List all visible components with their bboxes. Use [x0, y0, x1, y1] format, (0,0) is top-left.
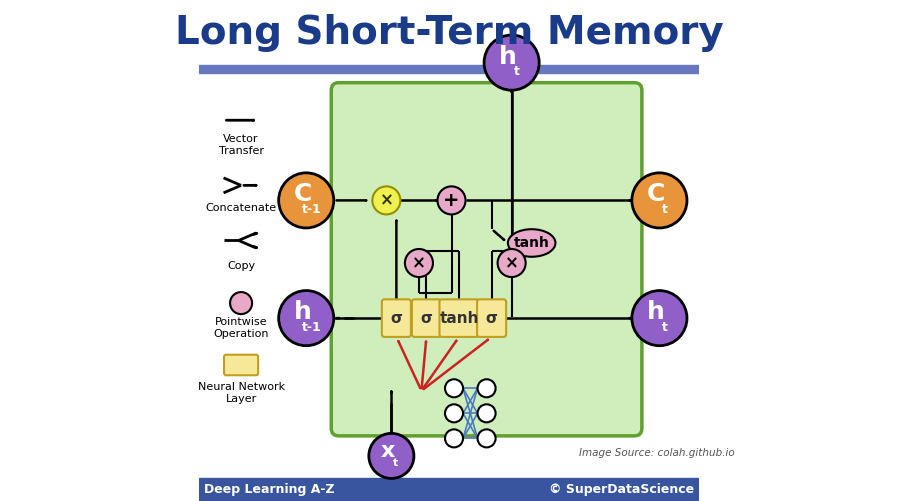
Circle shape: [405, 249, 433, 277]
Circle shape: [230, 292, 252, 314]
Text: Copy: Copy: [227, 261, 255, 271]
FancyBboxPatch shape: [224, 355, 258, 375]
Text: ×: ×: [505, 254, 518, 272]
Text: +: +: [444, 191, 460, 210]
Text: h: h: [499, 45, 517, 69]
Text: σ: σ: [420, 311, 433, 326]
Text: Pointwise
Operation: Pointwise Operation: [214, 317, 269, 339]
Circle shape: [632, 291, 687, 346]
Text: Concatenate: Concatenate: [206, 203, 277, 213]
Ellipse shape: [508, 229, 556, 257]
FancyBboxPatch shape: [382, 300, 411, 337]
Bar: [198, 478, 700, 501]
Text: C: C: [294, 182, 312, 206]
Circle shape: [445, 404, 463, 422]
Bar: [198, 0, 700, 65]
Circle shape: [478, 404, 496, 422]
Text: ×: ×: [412, 254, 426, 272]
Circle shape: [497, 249, 525, 277]
Circle shape: [278, 173, 334, 228]
FancyBboxPatch shape: [439, 300, 479, 337]
Text: σ: σ: [391, 311, 402, 326]
Bar: [198, 65, 700, 73]
Circle shape: [373, 186, 401, 214]
Circle shape: [478, 379, 496, 397]
Text: tanh: tanh: [514, 236, 550, 250]
Text: Neural Network
Layer: Neural Network Layer: [198, 382, 285, 404]
Text: tanh: tanh: [439, 311, 479, 326]
Text: ×: ×: [380, 191, 393, 209]
Text: t-1: t-1: [302, 321, 321, 334]
Text: t: t: [662, 321, 667, 334]
Text: t: t: [515, 65, 520, 78]
Text: σ: σ: [486, 311, 497, 326]
Text: t: t: [393, 458, 399, 468]
Text: Long Short-Term Memory: Long Short-Term Memory: [174, 14, 724, 52]
Circle shape: [369, 433, 414, 478]
Circle shape: [632, 173, 687, 228]
Text: Deep Learning A-Z: Deep Learning A-Z: [204, 483, 334, 496]
Circle shape: [445, 379, 463, 397]
Circle shape: [437, 186, 465, 214]
Text: h: h: [294, 300, 312, 324]
Text: C: C: [647, 182, 665, 206]
Text: Image Source: colah.github.io: Image Source: colah.github.io: [579, 448, 735, 458]
Text: Vector
Transfer: Vector Transfer: [218, 134, 264, 156]
Text: © SuperDataScience: © SuperDataScience: [550, 483, 694, 496]
Circle shape: [445, 429, 463, 447]
Circle shape: [484, 35, 539, 90]
FancyBboxPatch shape: [412, 300, 441, 337]
Text: h: h: [647, 300, 665, 324]
FancyBboxPatch shape: [331, 83, 642, 436]
Text: t: t: [662, 203, 667, 216]
FancyBboxPatch shape: [477, 300, 506, 337]
Circle shape: [278, 291, 334, 346]
Text: x: x: [381, 441, 395, 461]
Circle shape: [478, 429, 496, 447]
Text: t-1: t-1: [302, 203, 321, 216]
